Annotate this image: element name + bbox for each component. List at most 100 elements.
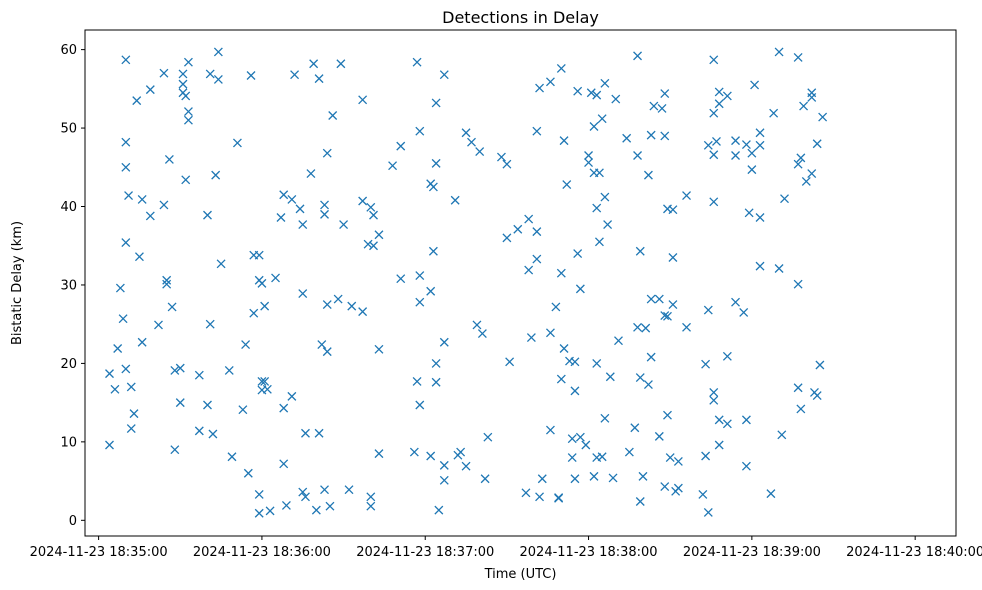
- data-point-marker: [649, 101, 659, 111]
- y-tick-label: 50: [60, 122, 77, 137]
- data-point-marker: [194, 426, 204, 436]
- data-point-marker: [633, 151, 643, 160]
- data-point-marker: [183, 57, 193, 67]
- data-point-marker: [159, 200, 169, 210]
- data-point-marker: [374, 449, 384, 459]
- data-point-marker: [431, 377, 441, 387]
- data-point-marker: [573, 86, 583, 96]
- data-point-marker: [164, 154, 174, 164]
- data-point-marker: [126, 382, 136, 392]
- data-point-marker: [597, 114, 607, 124]
- y-tick-label: 60: [60, 43, 77, 58]
- data-point-marker: [279, 403, 289, 413]
- data-point-marker: [709, 387, 719, 397]
- data-point-marker: [646, 294, 656, 304]
- data-point-marker: [799, 101, 809, 111]
- data-point-marker: [439, 460, 449, 470]
- data-point-marker: [162, 279, 172, 289]
- data-point-marker: [167, 302, 177, 312]
- plot-frame: [84, 29, 957, 537]
- data-point-marker: [524, 214, 534, 224]
- data-point-marker: [722, 351, 732, 361]
- data-point-marker: [663, 410, 672, 420]
- data-point-marker: [643, 380, 653, 390]
- data-point-marker: [431, 158, 441, 168]
- data-point-marker: [322, 347, 332, 357]
- data-point-marker: [175, 363, 185, 373]
- data-point-marker: [698, 489, 708, 499]
- data-point-marker: [774, 264, 784, 273]
- data-point-marker: [415, 126, 425, 136]
- data-point-marker: [660, 131, 670, 141]
- data-point-marker: [121, 364, 131, 374]
- data-point-marker: [665, 453, 675, 463]
- data-point-marker: [769, 108, 779, 118]
- data-point-marker: [747, 148, 757, 158]
- data-point-marker: [409, 447, 419, 457]
- data-point-marker: [183, 107, 193, 117]
- data-point-marker: [502, 233, 512, 243]
- data-point-marker: [254, 508, 264, 518]
- data-point-marker: [589, 471, 599, 481]
- data-point-marker: [731, 151, 740, 160]
- data-point-marker: [524, 265, 534, 275]
- data-point-marker: [306, 169, 316, 179]
- data-point-marker: [309, 59, 319, 69]
- data-point-marker: [807, 169, 817, 179]
- data-point-marker: [682, 191, 691, 200]
- data-point-marker: [434, 505, 444, 515]
- data-point-marker: [600, 192, 610, 202]
- data-point-marker: [584, 151, 594, 160]
- data-point-marker: [600, 413, 610, 423]
- data-point-marker: [105, 369, 114, 379]
- data-point-marker: [439, 475, 449, 485]
- data-point-marker: [741, 415, 751, 425]
- data-point-marker: [496, 152, 506, 162]
- y-tick-label: 40: [60, 200, 77, 215]
- data-point-marker: [714, 415, 724, 425]
- data-point-marker: [747, 165, 757, 175]
- data-point-marker: [744, 208, 754, 218]
- data-point-marker: [162, 275, 172, 285]
- data-point-marker: [271, 273, 280, 283]
- data-point-marker: [815, 360, 825, 370]
- data-point-marker: [801, 176, 811, 186]
- data-point-marker: [709, 108, 719, 118]
- data-point-marker: [709, 55, 719, 65]
- data-point-marker: [701, 451, 711, 461]
- data-point-marker: [532, 227, 542, 237]
- data-point-marker: [137, 337, 147, 347]
- data-point-marker: [298, 220, 308, 230]
- data-point-marker: [257, 376, 267, 386]
- data-point-marker: [603, 220, 613, 230]
- data-point-marker: [521, 488, 531, 498]
- data-point-marker: [369, 210, 378, 220]
- data-point-marker: [668, 253, 678, 262]
- data-point-marker: [298, 487, 308, 497]
- data-point-marker: [366, 492, 376, 502]
- data-point-marker: [241, 340, 251, 350]
- data-point-marker: [796, 153, 806, 163]
- data-point-marker: [714, 87, 724, 97]
- data-point-marker: [366, 202, 376, 212]
- data-point-marker: [129, 409, 139, 419]
- data-point-marker: [793, 383, 803, 393]
- data-point-marker: [592, 358, 602, 368]
- data-point-marker: [505, 357, 515, 367]
- data-point-marker: [279, 190, 289, 200]
- data-point-marker: [295, 204, 305, 214]
- data-point-marker: [780, 194, 789, 204]
- data-point-marker: [657, 103, 667, 113]
- data-point-marker: [456, 447, 466, 457]
- data-point-marker: [415, 297, 425, 307]
- data-point-marker: [279, 459, 289, 469]
- data-point-marker: [287, 391, 297, 401]
- data-point-marker: [597, 452, 607, 462]
- data-point-marker: [265, 506, 275, 516]
- x-tick-label: 2024-11-23 18:35:00: [30, 545, 168, 560]
- data-point-marker: [545, 425, 555, 435]
- data-point-marker: [194, 370, 204, 380]
- data-point-marker: [635, 373, 645, 382]
- data-point-marker: [369, 241, 378, 251]
